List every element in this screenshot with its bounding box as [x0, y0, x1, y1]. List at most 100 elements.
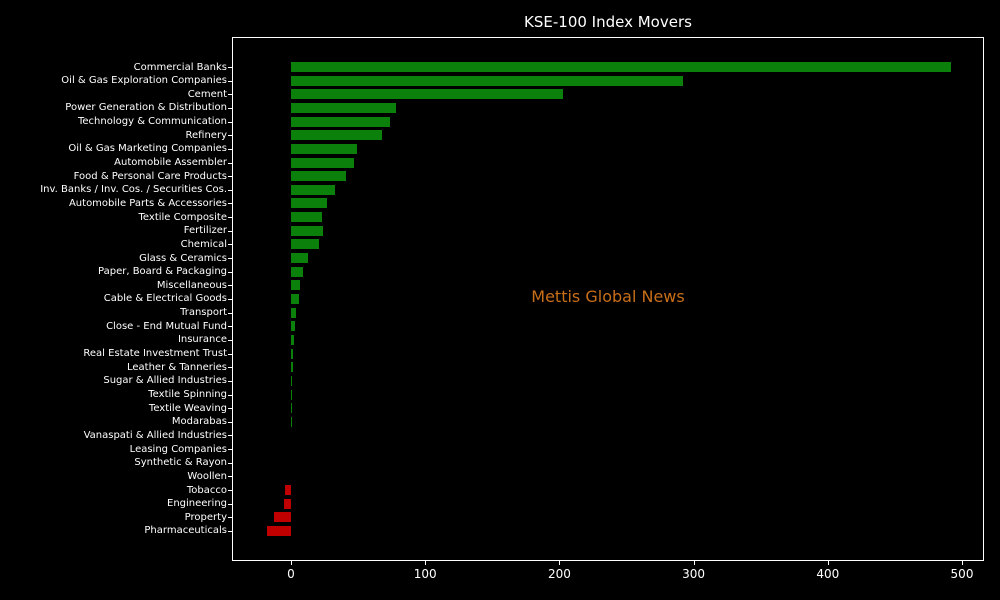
y-tick-mark: [228, 394, 232, 396]
y-tick-mark: [228, 298, 232, 300]
y-tick-mark: [228, 121, 232, 123]
category-label: Real Estate Investment Trust: [83, 348, 227, 360]
x-tick-mark: [827, 560, 829, 565]
bar-positive: [291, 362, 293, 373]
x-tick-label: 400: [816, 567, 840, 581]
bar-positive: [291, 102, 396, 113]
y-tick-mark: [228, 435, 232, 437]
category-label: Tobacco: [186, 484, 227, 496]
x-tick-label: 300: [682, 567, 706, 581]
bar-positive: [291, 334, 295, 345]
y-tick-mark: [228, 530, 232, 532]
bar-positive: [291, 130, 383, 141]
x-tick-mark: [559, 560, 561, 565]
y-tick-mark: [228, 244, 232, 246]
y-tick-mark: [228, 517, 232, 519]
bar-positive: [291, 198, 328, 209]
bar-positive: [291, 348, 294, 359]
bar-negative: [266, 525, 291, 536]
category-label: Engineering: [167, 498, 227, 510]
category-label: Inv. Banks / Inv. Cos. / Securities Cos.: [40, 184, 227, 196]
bar-positive: [291, 253, 309, 264]
bar-positive: [291, 75, 683, 86]
category-label: Textile Composite: [138, 211, 227, 223]
y-tick-mark: [228, 462, 232, 464]
bar-negative: [284, 485, 291, 496]
y-tick-mark: [228, 339, 232, 341]
category-label: Automobile Assembler: [114, 157, 227, 169]
bar-positive: [291, 280, 300, 291]
category-label: Oil & Gas Exploration Companies: [61, 75, 227, 87]
y-tick-mark: [228, 353, 232, 355]
category-label: Leasing Companies: [129, 443, 227, 455]
y-tick-mark: [228, 258, 232, 260]
bar-positive: [291, 307, 296, 318]
y-tick-mark: [228, 230, 232, 232]
y-tick-mark: [228, 189, 232, 191]
category-label: Refinery: [185, 129, 227, 141]
category-label: Power Generation & Distribution: [65, 102, 227, 114]
bar-negative: [283, 498, 291, 509]
y-tick-mark: [228, 80, 232, 82]
category-label: Pharmaceuticals: [144, 525, 227, 537]
category-label: Textile Spinning: [148, 389, 227, 401]
y-tick-mark: [228, 203, 232, 205]
x-tick-label: 100: [413, 567, 437, 581]
y-tick-mark: [228, 449, 232, 451]
y-tick-mark: [228, 176, 232, 178]
category-label: Modarabas: [171, 416, 227, 428]
category-label: Insurance: [177, 334, 227, 346]
category-label: Commercial Banks: [133, 61, 227, 73]
x-tick-label: 500: [950, 567, 974, 581]
y-tick-mark: [228, 312, 232, 314]
bar-positive: [291, 416, 292, 427]
y-tick-mark: [228, 271, 232, 273]
y-tick-mark: [228, 476, 232, 478]
category-label: Cable & Electrical Goods: [103, 293, 227, 305]
category-label: Food & Personal Care Products: [73, 170, 227, 182]
bar-negative: [273, 512, 291, 523]
category-label: Close - End Mutual Fund: [106, 320, 227, 332]
category-label: Miscellaneous: [156, 279, 227, 291]
category-label: Transport: [180, 307, 227, 319]
bar-positive: [291, 239, 320, 250]
category-label: Property: [184, 511, 227, 523]
category-label: Fertilizer: [183, 225, 227, 237]
y-tick-mark: [228, 421, 232, 423]
category-label: Technology & Communication: [78, 116, 227, 128]
y-tick-mark: [228, 408, 232, 410]
y-tick-mark: [228, 217, 232, 219]
category-label: Synthetic & Rayon: [134, 457, 227, 469]
y-tick-mark: [228, 148, 232, 150]
bar-positive: [291, 375, 292, 386]
category-label: Woollen: [187, 470, 227, 482]
category-label: Chemical: [180, 238, 227, 250]
y-tick-mark: [228, 367, 232, 369]
bar-positive: [291, 184, 336, 195]
y-tick-mark: [228, 326, 232, 328]
category-label: Automobile Parts & Accessories: [68, 197, 227, 209]
category-label: Vanaspati & Allied Industries: [83, 429, 227, 441]
category-label: Sugar & Allied Industries: [103, 375, 227, 387]
y-tick-mark: [228, 503, 232, 505]
category-label: Glass & Ceramics: [139, 252, 227, 264]
bar-positive: [291, 225, 324, 236]
y-tick-mark: [228, 285, 232, 287]
category-label: Cement: [187, 88, 227, 100]
x-tick-mark: [962, 560, 963, 565]
x-tick-label: 0: [287, 567, 295, 581]
category-label: Paper, Board & Packaging: [98, 266, 227, 278]
bar-positive: [291, 89, 564, 100]
y-tick-mark: [228, 490, 232, 492]
bar-positive: [291, 143, 357, 154]
y-tick-mark: [228, 380, 232, 382]
bar-positive: [291, 403, 292, 414]
bar-positive: [291, 116, 391, 127]
y-tick-mark: [228, 135, 232, 137]
bar-positive: [291, 321, 296, 332]
x-tick-mark: [291, 560, 292, 565]
bar-positive: [291, 293, 300, 304]
bar-positive: [291, 62, 952, 72]
x-tick-mark: [425, 560, 427, 565]
